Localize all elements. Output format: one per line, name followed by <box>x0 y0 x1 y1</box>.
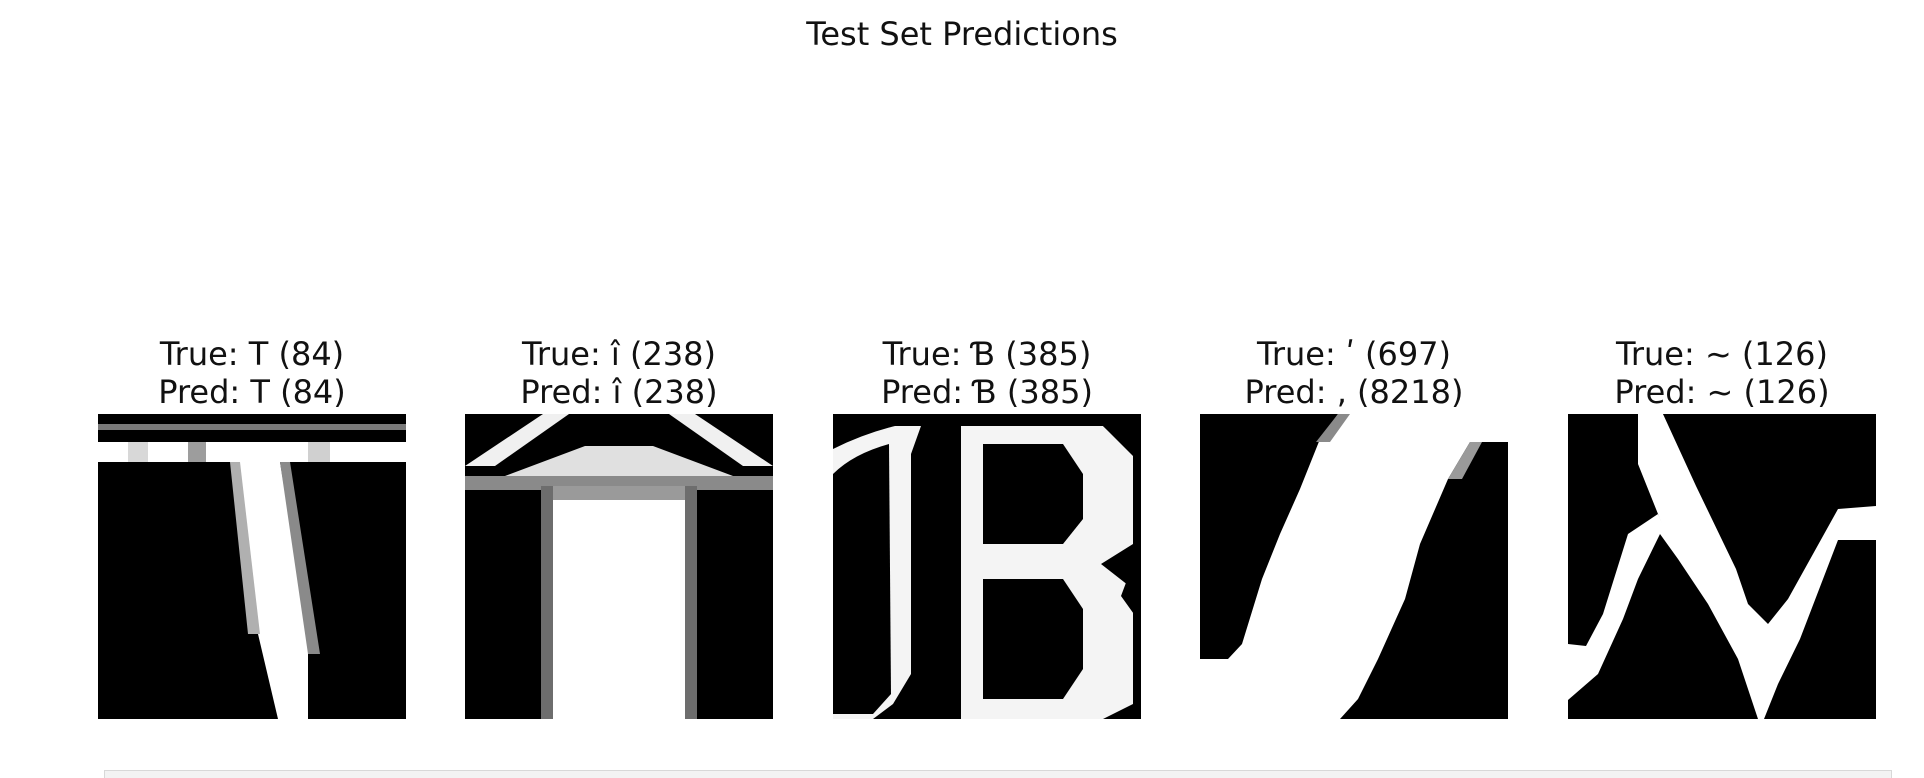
glyph-image <box>1200 414 1508 719</box>
true-label: True: ~ (126) <box>1616 335 1828 373</box>
pred-label: Pred: î (238) <box>520 373 718 411</box>
pred-label: Pred: Ɓ (385) <box>881 373 1093 411</box>
prediction-panel-3: True: Ɓ (385) Pred: Ɓ (385) <box>833 335 1141 719</box>
prediction-panel-2: True: î (238) Pred: î (238) <box>465 335 773 719</box>
prediction-panel-1: True: T (84) Pred: T (84) <box>98 335 406 719</box>
glyph-image <box>833 414 1141 719</box>
prediction-panel-4: True: ʹ (697) Pred: , (8218) <box>1200 335 1508 719</box>
true-label: True: ʹ (697) <box>1256 335 1452 373</box>
figure-title: Test Set Predictions <box>806 15 1118 53</box>
output-area-edge <box>104 770 1892 778</box>
true-label: True: î (238) <box>521 335 717 373</box>
prediction-panel-5: True: ~ (126) Pred: ~ (126) <box>1568 335 1876 719</box>
pred-label: Pred: T (84) <box>158 373 346 411</box>
pred-label: Pred: , (8218) <box>1244 373 1464 411</box>
pred-label: Pred: ~ (126) <box>1614 373 1830 411</box>
true-label: True: Ɓ (385) <box>882 335 1092 373</box>
glyph-image <box>98 414 406 719</box>
glyph-image <box>465 414 773 719</box>
true-label: True: T (84) <box>159 335 345 373</box>
glyph-image <box>1568 414 1876 719</box>
